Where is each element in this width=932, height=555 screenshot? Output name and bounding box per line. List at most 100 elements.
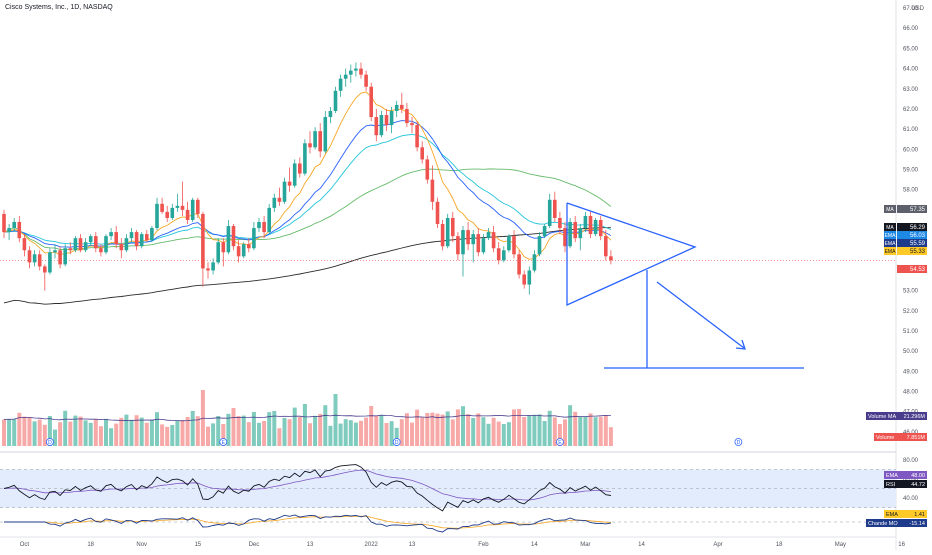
ema1-badge-value: 56.03: [910, 233, 926, 239]
candle-body: [553, 199, 557, 218]
volume-bar: [272, 411, 277, 446]
volume-bar: [267, 412, 272, 446]
volume-bar: [471, 418, 476, 446]
candle-body: [2, 213, 6, 233]
candle-body: [134, 232, 139, 247]
candle-body: [175, 205, 180, 208]
candle-body: [190, 199, 195, 220]
candle-body: [196, 199, 200, 214]
candle-body: [287, 181, 292, 186]
candle-body: [338, 78, 343, 91]
candle-body: [445, 217, 450, 247]
candle-body: [415, 125, 419, 148]
volume-bar: [185, 417, 190, 446]
volume-bar: [165, 426, 170, 446]
dividend-marker-icon[interactable]: [392, 438, 401, 446]
volume-bar: [573, 411, 578, 446]
volume-bar: [445, 411, 450, 446]
volume-bar: [22, 416, 27, 446]
rsi-label: RSI: [886, 482, 896, 488]
axis-badge-value: [897, 239, 927, 247]
candle-body: [604, 236, 608, 257]
candle-body: [104, 236, 108, 253]
candle-body: [502, 250, 506, 261]
time-axis[interactable]: Oct 18 Nov 15 Dec 13 2022 13 Feb 14 Mar 14 Apr 18 May 1…: [0, 536, 906, 548]
candle-body: [542, 226, 547, 237]
triangle-pattern-drawing[interactable]: [566, 202, 804, 369]
volume-bar: [68, 421, 73, 446]
volume-bar: [420, 417, 425, 446]
axis-badge-value: [897, 223, 927, 231]
candle-body: [451, 217, 455, 237]
candle-body: [216, 242, 220, 263]
candle-body: [99, 248, 103, 253]
volume-ma-badge: [866, 412, 927, 420]
time-tick-label: 14: [638, 542, 645, 548]
dividend-marker-icon[interactable]: [734, 438, 743, 446]
rsi-ema-badge: [884, 471, 927, 479]
candle-body: [206, 268, 210, 271]
triangle-drawing[interactable]: [566, 202, 697, 307]
projection-arrow[interactable]: [656, 281, 745, 349]
rsi-badge: [884, 480, 927, 488]
candle-body: [537, 236, 542, 255]
time-tick-label: 18: [87, 542, 94, 548]
candle-body: [507, 236, 511, 251]
chande-ema-badge: [884, 510, 927, 518]
indicator-lines: [0, 91, 896, 305]
volume-bar: [292, 407, 297, 446]
candle-body: [226, 226, 231, 253]
ema-20-line: [3, 120, 612, 248]
candle-body: [150, 228, 154, 241]
candle-body: [593, 219, 598, 235]
price-tick-label: 50.00: [903, 349, 919, 355]
candle-body: [522, 274, 526, 285]
rsi-ema-value: 48.00: [911, 473, 925, 479]
price-tick-label: 48.00: [903, 390, 919, 396]
candle-body: [78, 238, 83, 251]
volume-bar: [216, 416, 221, 446]
price-badge: [897, 265, 927, 273]
volume-bar: [58, 422, 63, 446]
volume-ma-line: [3, 414, 611, 422]
volume-bar: [450, 419, 455, 446]
volume-bar: [374, 415, 379, 446]
earnings-marker-icon[interactable]: [219, 438, 228, 446]
event-marker-label: D: [737, 440, 741, 446]
volume-bar: [149, 419, 154, 446]
volume-bar: [104, 418, 108, 446]
volume-bar: [93, 419, 98, 446]
chande-label: Chande MO: [868, 521, 898, 527]
volume-bar: [195, 416, 200, 446]
candle-body: [272, 197, 277, 208]
candle-body: [236, 246, 241, 257]
rsi-line: [3, 464, 611, 512]
volume-label: Volume: [876, 435, 894, 441]
candle-body: [583, 215, 588, 229]
candle-body: [53, 250, 57, 253]
time-tick-label: 15: [194, 542, 201, 548]
volume-bar: [27, 417, 32, 446]
volume-bar: [78, 416, 83, 446]
volume-bar: [313, 415, 318, 446]
earnings-marker-icon[interactable]: [556, 438, 564, 446]
candle-body: [155, 203, 159, 229]
volume-bar: [88, 422, 93, 446]
time-tick-label: Apr: [713, 542, 722, 548]
time-tick-label: 18: [776, 542, 783, 548]
candle-body: [170, 207, 175, 218]
chande-ema-label: EMA: [886, 512, 898, 518]
volume-bar: [251, 412, 256, 446]
candle-body: [37, 254, 42, 267]
currency-label: USD: [911, 6, 924, 12]
volume-bar: [109, 428, 114, 446]
volume-bar: [542, 421, 547, 446]
candle-body: [400, 104, 404, 109]
dividend-marker-icon[interactable]: [46, 438, 54, 446]
candle-body: [481, 238, 486, 253]
rsi-tick-label: 40.00: [903, 496, 919, 502]
candle-body: [491, 232, 496, 249]
